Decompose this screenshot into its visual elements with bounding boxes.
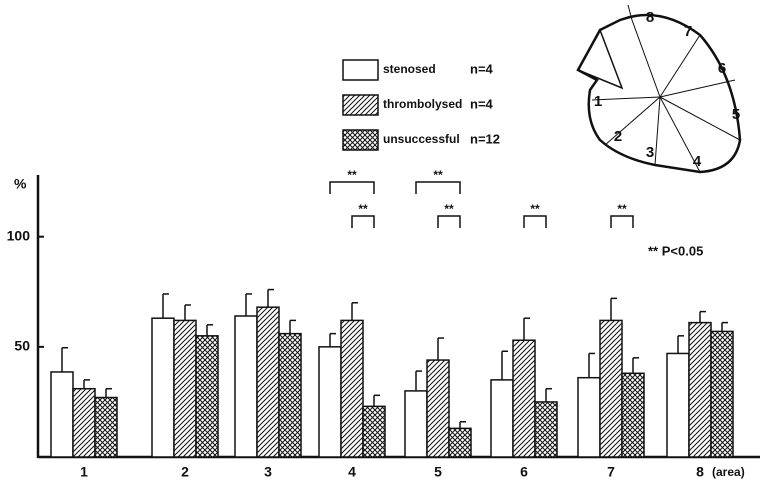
inset-diagram [578, 5, 740, 172]
page: % (area) 50 100 1 2 3 4 5 6 7 8 stenosed n=4 thrombo… [0, 0, 766, 486]
bar [449, 428, 471, 457]
x-tick-label: 2 [181, 464, 189, 480]
bar [427, 360, 449, 457]
legend-n: n=4 [470, 61, 494, 76]
bar [73, 389, 95, 457]
bar [95, 398, 117, 457]
significance-label: ** [358, 202, 368, 216]
significance-bracket [438, 216, 460, 228]
bar [257, 307, 279, 457]
chart: % (area) 50 100 1 2 3 4 5 6 7 8 stenosed n=4 thrombo… [0, 0, 766, 486]
bar [152, 318, 174, 457]
significance-label: ** [530, 202, 540, 216]
bar [600, 320, 622, 457]
significance-label: ** [617, 202, 627, 216]
significance-bracket [330, 182, 374, 194]
x-tick-label: 4 [348, 464, 356, 480]
bar [578, 378, 600, 457]
inset-label: 1 [594, 93, 602, 110]
bar [513, 340, 535, 457]
bar [491, 380, 513, 457]
bar [319, 347, 341, 457]
legend-swatch [343, 95, 378, 115]
bar [235, 316, 257, 457]
bar [363, 406, 385, 457]
x-tick-label: 7 [607, 464, 615, 480]
inset-label: 3 [646, 144, 654, 161]
bar [689, 323, 711, 457]
bar [405, 391, 427, 457]
legend-swatch [343, 60, 378, 80]
inset-label: 6 [718, 60, 726, 77]
significance-bracket [524, 216, 546, 228]
significance-label: ** [433, 168, 443, 182]
bar [279, 334, 301, 457]
inset-label: 4 [693, 153, 702, 170]
bar [51, 372, 73, 457]
legend-label: unsuccessful [383, 132, 460, 146]
y-tick-label: 50 [14, 338, 30, 354]
bar [535, 402, 557, 457]
significance-label: ** [347, 168, 357, 182]
bar [711, 331, 733, 457]
x-tick-label: 3 [264, 464, 272, 480]
x-tick-label: 6 [520, 464, 528, 480]
bar [622, 373, 644, 457]
y-tick-label: 100 [7, 227, 31, 243]
significance-bracket [352, 216, 374, 228]
inset-label: 8 [646, 9, 654, 26]
legend-n: n=4 [470, 96, 494, 111]
significance-label: ** [444, 202, 454, 216]
x-tick-label: 8 [696, 464, 704, 480]
y-axis-label: % [14, 176, 27, 192]
significance-bracket [416, 182, 460, 194]
legend-swatch [343, 130, 378, 150]
legend-label: thrombolysed [383, 97, 462, 111]
x-tick-label: 1 [80, 464, 88, 480]
x-tick-label: 5 [434, 464, 442, 480]
legend-n: n=12 [470, 131, 500, 146]
significance-bracket [611, 216, 633, 228]
inset-label: 2 [614, 128, 622, 145]
bar [174, 320, 196, 457]
bar [667, 353, 689, 457]
inset-label: 7 [684, 23, 692, 40]
significance-note: ** P<0.05 [648, 243, 703, 258]
inset-label: 5 [732, 106, 740, 123]
x-axis-label: (area) [712, 465, 745, 479]
legend-label: stenosed [383, 62, 436, 76]
bar [196, 336, 218, 457]
bar [341, 320, 363, 457]
